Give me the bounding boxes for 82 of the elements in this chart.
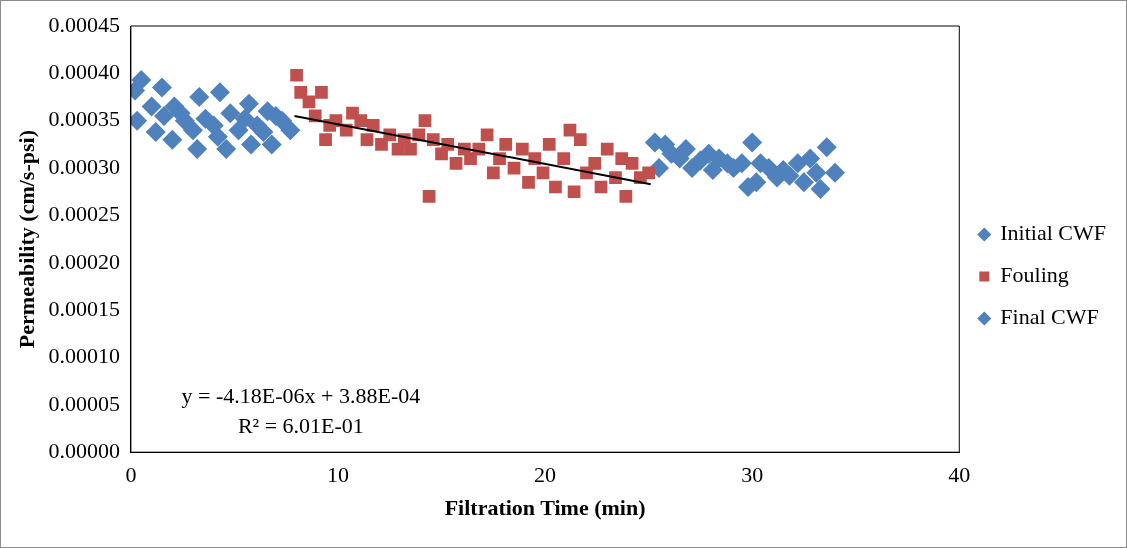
point <box>806 162 827 183</box>
y-tick-label: 0.00040 <box>48 59 120 85</box>
point <box>588 156 602 170</box>
y-tick-label: 0.00030 <box>48 153 120 179</box>
point <box>234 108 255 129</box>
point <box>675 139 696 160</box>
point <box>615 152 629 165</box>
point <box>162 129 183 150</box>
point <box>464 152 477 165</box>
point <box>216 139 237 160</box>
point <box>825 162 846 183</box>
point <box>449 156 463 170</box>
point <box>702 159 723 180</box>
point <box>290 68 303 82</box>
point <box>642 166 656 180</box>
point <box>563 123 577 137</box>
point <box>253 122 274 143</box>
point <box>793 172 814 193</box>
point <box>625 156 639 170</box>
point <box>280 120 301 141</box>
point <box>319 133 332 147</box>
y-axis-title: Permeability (cm/s-psi) <box>13 130 39 349</box>
point <box>404 142 417 156</box>
point <box>746 172 767 193</box>
point <box>522 175 535 189</box>
point <box>499 138 513 151</box>
annotation: R² = 6.01E-01 <box>237 412 364 438</box>
legend-label: Fouling <box>1000 262 1069 288</box>
point <box>154 105 175 126</box>
x-axis-title: Filtration Time (min) <box>444 495 646 521</box>
point <box>207 126 228 147</box>
point <box>220 103 241 124</box>
point <box>567 185 581 199</box>
point <box>573 133 587 147</box>
point <box>238 93 259 114</box>
point <box>302 95 316 109</box>
annotation: y = -4.18E-06x + 3.88E-04 <box>181 382 421 408</box>
point <box>542 138 556 151</box>
y-tick-label: 0.00010 <box>48 343 120 369</box>
point <box>294 85 308 99</box>
point <box>131 69 152 90</box>
y-tick-label: 0.00035 <box>48 106 120 132</box>
point <box>486 166 500 180</box>
point <box>536 166 550 180</box>
x-tick-label: 0 <box>125 462 137 488</box>
x-tick-label: 10 <box>327 462 349 488</box>
point <box>515 142 529 156</box>
point <box>557 152 571 165</box>
y-tick-label: 0.00025 <box>48 201 120 227</box>
point <box>141 96 162 117</box>
y-tick-label: 0.00020 <box>48 248 120 274</box>
point <box>422 190 436 203</box>
point <box>315 85 328 99</box>
point <box>816 137 837 158</box>
y-tick-label: 0.00045 <box>48 11 120 37</box>
point <box>189 87 210 108</box>
legend-label: Final CWF <box>1000 304 1099 330</box>
point <box>810 178 831 199</box>
point <box>418 114 432 128</box>
point <box>209 82 230 103</box>
point <box>241 134 262 155</box>
point <box>600 142 614 156</box>
point <box>187 139 208 160</box>
legend-label: Initial CWF <box>1000 220 1106 246</box>
point <box>800 148 821 169</box>
point <box>183 120 204 141</box>
point <box>375 138 388 151</box>
x-tick-label: 30 <box>741 462 764 488</box>
point <box>742 132 763 153</box>
point <box>354 114 368 128</box>
point <box>151 77 172 98</box>
x-tick-label: 20 <box>534 462 557 488</box>
point <box>787 153 808 174</box>
point <box>145 122 166 143</box>
point <box>619 190 633 203</box>
y-tick-label: 0.00015 <box>48 295 120 321</box>
y-tick-label: 0.00000 <box>48 437 120 463</box>
point <box>549 180 562 194</box>
y-tick-label: 0.00005 <box>48 390 120 416</box>
point <box>261 134 282 155</box>
point <box>360 133 374 147</box>
x-tick-label: 40 <box>948 462 971 488</box>
